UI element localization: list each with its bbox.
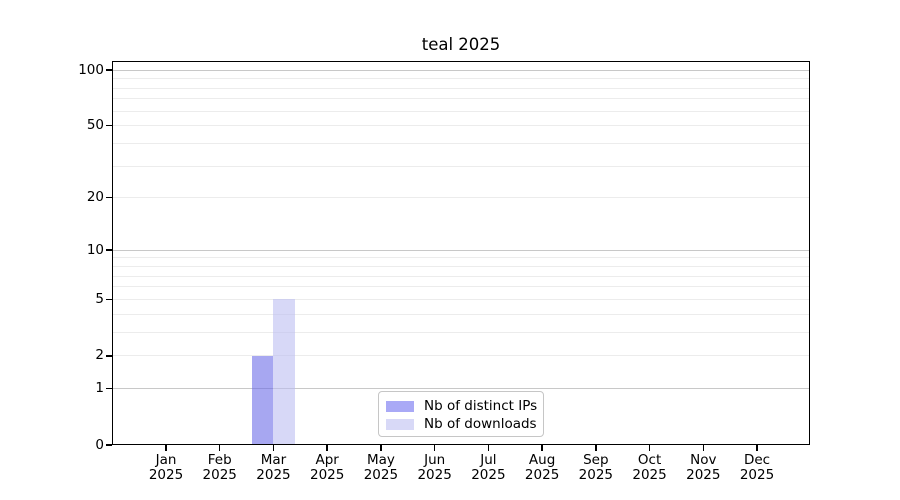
gridline-minor	[112, 331, 810, 333]
x-tick	[326, 445, 328, 451]
x-tick-month: Nov	[690, 452, 717, 468]
x-tick-year: 2025	[310, 467, 345, 483]
x-tick	[648, 445, 651, 451]
gridline-minor	[112, 87, 810, 89]
x-tick	[595, 445, 597, 451]
y-tick-label: 5	[95, 290, 104, 307]
x-tick-month: Apr	[315, 452, 339, 468]
gridline-minor	[112, 197, 810, 199]
x-tick-label: Nov 2025	[673, 453, 733, 483]
x-tick-label: Sep 2025	[566, 453, 626, 483]
x-tick	[487, 445, 490, 451]
x-tick	[702, 445, 705, 451]
x-tick-month: Dec	[743, 452, 771, 468]
y-tick	[106, 387, 112, 390]
x-tick-month: Jul	[480, 452, 497, 468]
legend-swatch-distinct-ips	[386, 401, 414, 412]
gridline-minor	[112, 142, 810, 144]
x-tick-label: Jul 2025	[458, 453, 518, 483]
y-tick	[106, 196, 112, 199]
x-tick	[380, 445, 382, 451]
gridline-minor	[112, 313, 810, 315]
bar-distinct-ips	[251, 355, 274, 445]
x-tick-label: Feb 2025	[190, 453, 250, 483]
x-tick-month: Aug	[528, 452, 556, 468]
gridline-minor	[112, 275, 810, 277]
x-tick	[756, 445, 758, 451]
x-tick	[433, 445, 436, 451]
legend: Nb of distinct IPs Nb of downloads	[378, 391, 544, 437]
x-tick-month: Jan	[155, 452, 177, 468]
x-tick-label: Jun 2025	[405, 453, 465, 483]
legend-swatch-downloads	[386, 419, 414, 430]
x-tick-month: Oct	[637, 452, 662, 468]
gridline-major	[112, 69, 810, 71]
y-tick	[106, 249, 112, 251]
x-tick-year: 2025	[256, 467, 291, 483]
x-tick-label: Jan 2025	[136, 453, 196, 483]
gridline-minor	[112, 266, 810, 268]
y-tick-label: 2	[95, 347, 104, 364]
x-tick-label: Dec 2025	[727, 453, 787, 483]
y-tick-label: 1	[95, 380, 104, 397]
x-tick-month: Jun	[424, 452, 446, 468]
x-tick	[165, 445, 167, 451]
gridline-major	[112, 388, 810, 390]
x-tick-label: Oct 2025	[620, 453, 680, 483]
gridline-minor	[112, 98, 810, 100]
gridline-minor	[112, 78, 810, 80]
y-tick-label: 100	[78, 61, 104, 78]
x-tick-month: May	[366, 452, 395, 468]
x-tick	[541, 445, 543, 451]
chart-title: teal 2025	[421, 35, 501, 54]
plot-area	[112, 61, 810, 445]
y-tick	[106, 69, 112, 71]
x-tick-label: May 2025	[351, 453, 411, 483]
y-tick	[106, 355, 112, 357]
gridline-minor	[112, 257, 810, 259]
y-tick-label: 20	[86, 189, 104, 206]
y-tick-label: 10	[86, 241, 104, 258]
gridline-minor	[112, 125, 810, 127]
y-tick	[106, 298, 112, 301]
x-tick-year: 2025	[632, 467, 667, 483]
gridline-major	[112, 249, 810, 251]
x-tick-year: 2025	[578, 467, 613, 483]
x-tick-label: Aug 2025	[512, 453, 572, 483]
gridline-minor	[112, 286, 810, 288]
y-tick	[106, 124, 112, 127]
gridline-minor	[112, 165, 810, 167]
x-tick-year: 2025	[417, 467, 452, 483]
x-tick-year: 2025	[471, 467, 506, 483]
x-tick-month: Sep	[583, 452, 609, 468]
y-tick-label: 50	[86, 117, 104, 134]
x-tick-year: 2025	[202, 467, 237, 483]
x-tick	[272, 445, 275, 451]
bar-downloads	[273, 299, 295, 445]
legend-label-distinct-ips: Nb of distinct IPs	[424, 398, 538, 414]
y-tick	[106, 444, 112, 446]
x-tick-month: Mar	[260, 452, 287, 468]
x-tick-label: Apr 2025	[297, 453, 357, 483]
x-tick-year: 2025	[686, 467, 721, 483]
x-tick-year: 2025	[363, 467, 399, 483]
gridline-minor	[112, 298, 810, 300]
x-tick-year: 2025	[524, 467, 560, 483]
x-tick-month: Feb	[207, 452, 232, 468]
y-tick-label: 0	[95, 436, 104, 453]
x-tick	[218, 445, 221, 451]
x-tick-label: Mar 2025	[243, 453, 303, 483]
x-tick-year: 2025	[739, 467, 775, 483]
x-tick-year: 2025	[148, 467, 184, 483]
legend-label-downloads: Nb of downloads	[424, 416, 537, 432]
gridline-minor	[112, 110, 810, 112]
gridline-minor	[112, 355, 810, 357]
